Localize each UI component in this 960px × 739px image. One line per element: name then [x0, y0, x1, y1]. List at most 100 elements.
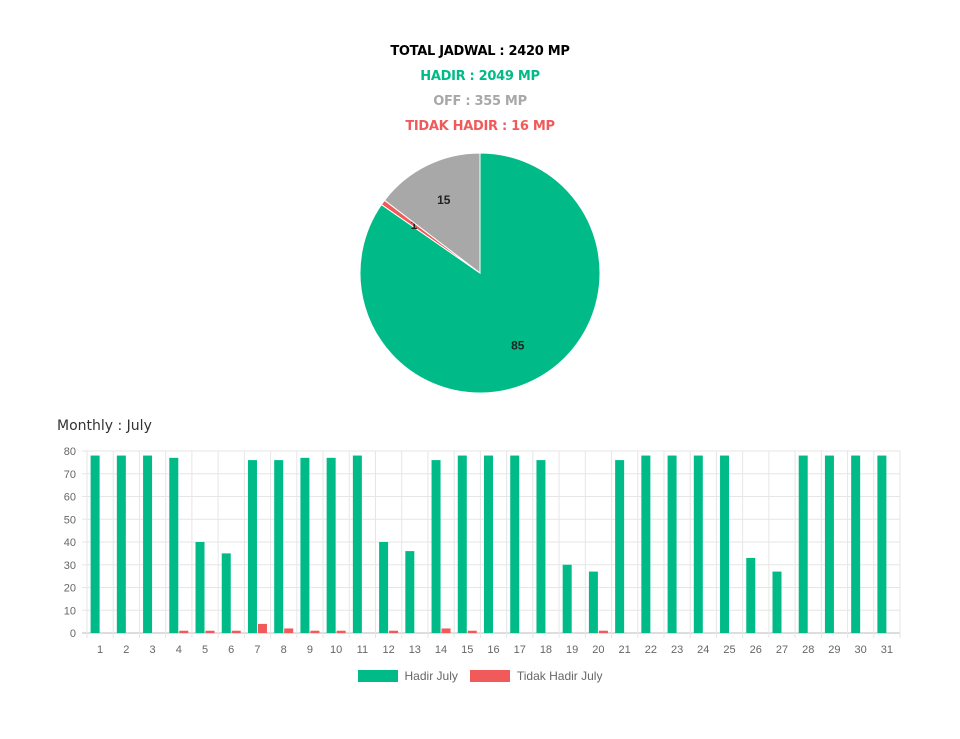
- bar-tidak-hadir-20[interactable]: [598, 630, 608, 633]
- x-tick-label: 10: [330, 644, 342, 656]
- bar-hadir-31[interactable]: [877, 455, 887, 633]
- bar-tidak-hadir-14[interactable]: [441, 628, 451, 633]
- legend-label-tidak-hadir: Tidak Hadir July: [516, 669, 603, 683]
- bar-hadir-16[interactable]: [484, 455, 493, 633]
- bar-hadir-14[interactable]: [431, 460, 441, 633]
- x-tick-label: 6: [228, 644, 234, 656]
- bar-tidak-hadir-15[interactable]: [467, 630, 477, 633]
- x-tick-label: 19: [566, 644, 578, 656]
- bar-tidak-hadir-10[interactable]: [336, 630, 346, 633]
- legend-label-hadir: Hadir July: [404, 669, 458, 683]
- x-tick-label: 23: [671, 644, 683, 656]
- y-tick-label: 60: [64, 492, 76, 504]
- y-tick-label: 80: [64, 446, 76, 458]
- bar-hadir-18[interactable]: [536, 460, 546, 633]
- bar-hadir-2[interactable]: [116, 455, 126, 633]
- x-tick-label: 14: [435, 644, 447, 656]
- x-tick-label: 8: [281, 644, 287, 656]
- x-tick-label: 12: [382, 644, 394, 656]
- bar-hadir-26[interactable]: [746, 557, 756, 633]
- x-tick-label: 29: [828, 644, 840, 656]
- legend-swatch-hadir: [357, 670, 398, 682]
- bar-hadir-7[interactable]: [247, 460, 257, 633]
- total-jadwal-text: TOTAL JADWAL : 2420 MP: [390, 44, 570, 59]
- x-tick-label: 2: [123, 644, 129, 656]
- x-tick-label: 24: [697, 644, 709, 656]
- x-tick-label: 20: [592, 644, 604, 656]
- y-tick-label: 70: [64, 469, 76, 481]
- bar-tidak-hadir-4[interactable]: [179, 630, 189, 633]
- bar-tidak-hadir-7[interactable]: [257, 623, 267, 633]
- tidak-hadir-text: TIDAK HADIR : 16 MP: [405, 119, 555, 134]
- bar-hadir-6[interactable]: [221, 553, 231, 633]
- bar-hadir-21[interactable]: [615, 460, 625, 633]
- bar-hadir-12[interactable]: [379, 542, 389, 633]
- pie-slice-0[interactable]: [359, 152, 601, 394]
- bar-hadir-19[interactable]: [562, 564, 572, 633]
- monthly-title: Monthly : July: [57, 418, 152, 434]
- x-tick-label: 28: [802, 644, 814, 656]
- bar-hadir-29[interactable]: [824, 455, 834, 633]
- pie-label-1: 1: [411, 218, 418, 232]
- x-tick-label: 3: [150, 644, 156, 656]
- x-tick-label: 27: [776, 644, 788, 656]
- x-tick-label: 1: [97, 644, 103, 656]
- y-tick-label: 40: [64, 537, 76, 549]
- y-tick-label: 50: [64, 514, 76, 526]
- x-tick-label: 11: [357, 644, 368, 656]
- bar-tidak-hadir-8[interactable]: [284, 628, 294, 633]
- pie-chart: 85 1 15: [359, 152, 601, 394]
- bar-hadir-20[interactable]: [588, 571, 598, 633]
- x-tick-label: 7: [254, 644, 260, 656]
- x-tick-label: 22: [645, 644, 657, 656]
- hadir-text: HADIR : 2049 MP: [420, 69, 540, 84]
- x-tick-label: 21: [619, 644, 631, 656]
- pie-label-2: 15: [437, 193, 451, 207]
- y-tick-label: 0: [70, 628, 76, 640]
- x-tick-label: 5: [202, 644, 208, 656]
- bar-hadir-22[interactable]: [641, 455, 651, 633]
- x-tick-label: 4: [176, 644, 182, 656]
- bar-hadir-27[interactable]: [772, 571, 782, 633]
- y-tick-label: 30: [64, 560, 76, 572]
- x-tick-label: 17: [514, 644, 526, 656]
- x-tick-label: 30: [855, 644, 867, 656]
- bar-hadir-1[interactable]: [90, 455, 100, 633]
- bar-hadir-11[interactable]: [352, 455, 362, 633]
- bar-hadir-24[interactable]: [693, 455, 703, 633]
- bar-hadir-13[interactable]: [405, 551, 415, 633]
- legend-item-hadir[interactable]: Hadir July: [357, 669, 458, 683]
- off-text: OFF : 355 MP: [433, 94, 527, 109]
- x-tick-label: 13: [409, 644, 421, 656]
- y-tick-label: 20: [64, 583, 76, 595]
- bar-hadir-10[interactable]: [326, 457, 336, 633]
- bar-hadir-5[interactable]: [195, 542, 205, 633]
- x-tick-label: 25: [723, 644, 735, 656]
- bar-hadir-23[interactable]: [667, 455, 677, 633]
- bar-hadir-15[interactable]: [457, 455, 467, 633]
- bar-hadir-8[interactable]: [274, 460, 284, 633]
- bar-hadir-30[interactable]: [851, 455, 861, 633]
- bar-legend: Hadir July Tidak Hadir July: [0, 669, 960, 683]
- bar-tidak-hadir-12[interactable]: [389, 630, 399, 633]
- pie-label-0: 85: [511, 338, 525, 352]
- bar-tidak-hadir-9[interactable]: [310, 630, 320, 633]
- x-tick-label: 31: [881, 644, 893, 656]
- bar-hadir-9[interactable]: [300, 457, 310, 633]
- y-tick-label: 10: [64, 605, 76, 617]
- bar-hadir-28[interactable]: [798, 455, 808, 633]
- x-tick-label: 26: [750, 644, 762, 656]
- pie-slice-2[interactable]: [383, 152, 481, 275]
- x-tick-label: 15: [461, 644, 473, 656]
- bar-tidak-hadir-5[interactable]: [205, 630, 215, 633]
- bar-hadir-3[interactable]: [143, 455, 153, 633]
- legend-swatch-tidak-hadir: [469, 670, 510, 682]
- bar-tidak-hadir-6[interactable]: [231, 630, 241, 633]
- bar-hadir-25[interactable]: [720, 455, 730, 633]
- bar-hadir-4[interactable]: [169, 457, 179, 633]
- x-tick-label: 9: [307, 644, 313, 656]
- legend-item-tidak-hadir[interactable]: Tidak Hadir July: [469, 669, 603, 683]
- x-tick-label: 18: [540, 644, 552, 656]
- bar-hadir-17[interactable]: [510, 455, 520, 633]
